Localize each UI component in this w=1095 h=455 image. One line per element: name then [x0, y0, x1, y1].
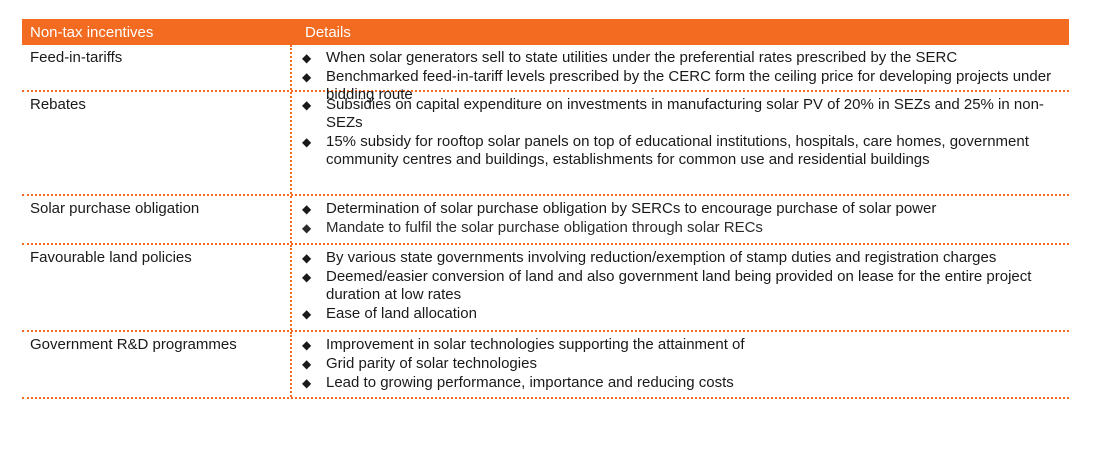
bullet-icon: ◆: [302, 51, 312, 65]
detail-item: ◆ Mandate to fulfil the solar purchase ob…: [302, 219, 763, 236]
detail-item: ◆ By various state governments involving …: [302, 249, 997, 266]
incentive-name: Solar purchase obligation: [22, 196, 292, 243]
table-row: Rebates ◆ Subsidies on capital expenditur…: [22, 92, 1069, 196]
detail-item: ◆ 15% subsidy for rooftop solar panels on…: [302, 133, 1029, 168]
incentive-name: Government R&D programmes: [22, 332, 292, 397]
table-row: Favourable land policies ◆ By various sta…: [22, 245, 1069, 332]
header-incentive: Non-tax incentives: [30, 23, 154, 41]
detail-item: ◆ Determination of solar purchase obligat…: [302, 200, 937, 217]
incentive-name: Rebates: [22, 92, 292, 194]
incentive-details: ◆ By various state governments involving …: [292, 245, 1069, 330]
table-row: Feed-in-tariffs ◆ When solar generators s…: [22, 45, 1069, 103]
incentive-details: ◆ Determination of solar purchase obligat…: [292, 196, 1069, 243]
bullet-icon: ◆: [302, 338, 312, 352]
detail-item: ◆ Lead to growing performance, importance…: [302, 374, 734, 391]
detail-item: ◆ Benchmarked feed-in-tariff levels presc…: [302, 68, 1052, 103]
bullet-icon: ◆: [302, 70, 312, 84]
detail-item: ◆ Improvement in solar technologies suppo…: [302, 336, 745, 353]
bullet-icon: ◆: [302, 221, 312, 235]
bullet-icon: ◆: [302, 307, 312, 321]
bullet-icon: ◆: [302, 270, 312, 284]
bullet-icon: ◆: [302, 357, 312, 371]
bullet-icon: ◆: [302, 376, 312, 390]
incentive-details: ◆ Improvement in solar technologies suppo…: [292, 332, 1069, 397]
detail-item: ◆ Subsidies on capital expenditure on inv…: [302, 96, 1044, 131]
header-details: Details: [305, 23, 351, 41]
incentive-name: Feed-in-tariffs: [22, 45, 292, 90]
detail-item: ◆ Ease of land allocation: [302, 305, 477, 322]
table-row: Government R&D programmes ◆ Improvement i…: [22, 332, 1069, 399]
incentives-table: Non-tax incentives Details Feed-in-tarif…: [22, 19, 1069, 399]
bullet-icon: ◆: [302, 251, 312, 265]
bullet-icon: ◆: [302, 98, 312, 112]
detail-item: ◆ When solar generators sell to state uti…: [302, 49, 958, 66]
detail-item: ◆ Deemed/easier conversion of land and al…: [302, 268, 1032, 303]
detail-item: ◆ Grid parity of solar technologies: [302, 355, 537, 372]
table-row: Solar purchase obligation ◆ Determination…: [22, 196, 1069, 245]
incentive-details: ◆ When solar generators sell to state uti…: [292, 45, 1069, 103]
bullet-icon: ◆: [302, 202, 312, 216]
incentive-details: ◆ Subsidies on capital expenditure on inv…: [292, 92, 1069, 194]
bullet-icon: ◆: [302, 135, 312, 149]
table-header: Non-tax incentives Details: [22, 19, 1069, 45]
incentive-name: Favourable land policies: [22, 245, 292, 330]
